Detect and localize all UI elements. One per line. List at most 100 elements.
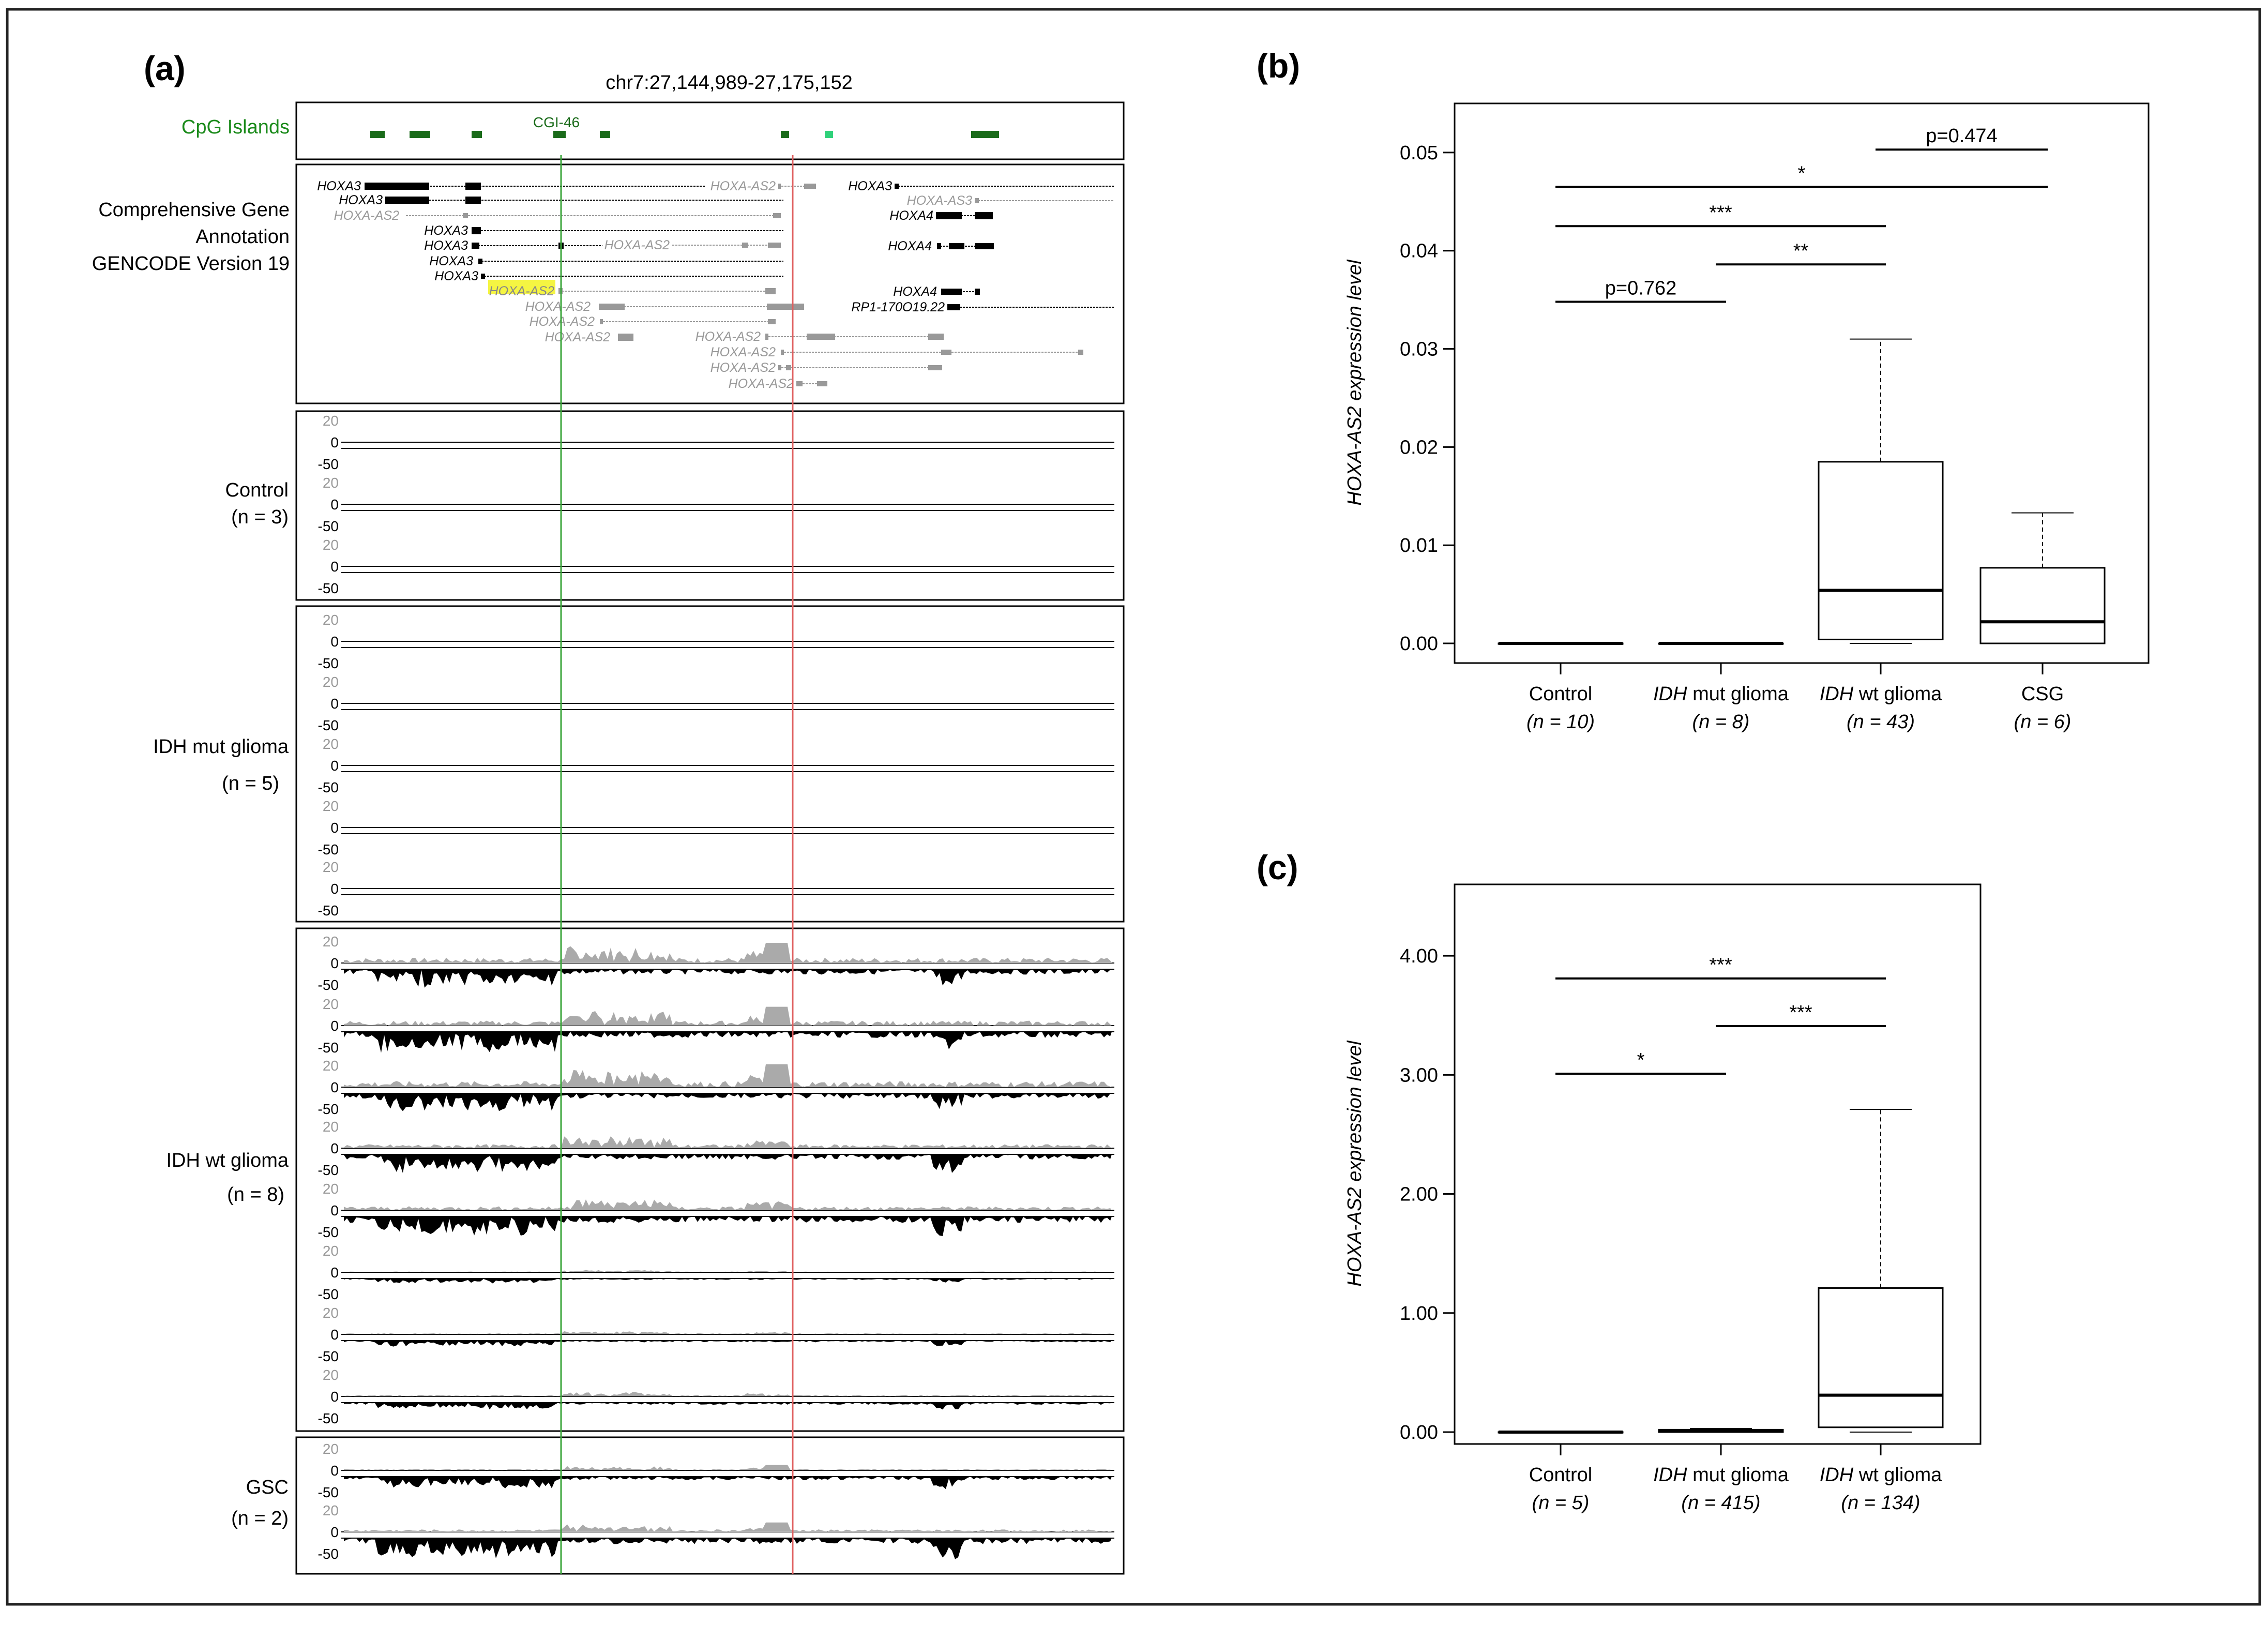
track-gsc-2-tick-bottom: -50 [318, 1546, 339, 1562]
panel-b-category-name-2: wt glioma [1853, 683, 1942, 705]
figure-border [6, 8, 2261, 1606]
idh-wt-group-frame [295, 927, 1125, 1432]
track-idh-wt-2-tick-zero: 0 [330, 1018, 339, 1034]
track-gsc-2-tick-zero: 0 [330, 1524, 339, 1540]
track-idh-wt-4-tick-bottom: -50 [318, 1162, 339, 1178]
gene-exon-12-2 [807, 334, 835, 340]
gene-exon-14-2 [786, 365, 791, 370]
gene-exon-22-1 [947, 304, 960, 310]
gene-exon-20-3 [975, 243, 994, 249]
track-idh-mut-4-tick-zero: 0 [330, 820, 339, 836]
track-control-1-tick-bottom: -50 [318, 456, 339, 472]
track-idh-mut-3-tick-bottom: -50 [318, 779, 339, 795]
panel-b-comparison-label-3: ** [1793, 240, 1809, 262]
panel-c-category-name-2: wt glioma [1853, 1464, 1942, 1486]
gene-exon-7-1 [481, 274, 485, 279]
panel-b-box-2 [1818, 461, 1944, 640]
track-idh-mut-1-tick-bottom: -50 [318, 655, 339, 671]
gene-label-hoxa4: HOXA4 [889, 208, 933, 223]
cgi-46-label: CGI-46 [533, 114, 580, 130]
panel-b-comparison-label-0: p=0.474 [1926, 125, 1997, 147]
panel-c-category-name-0: Control [1529, 1464, 1593, 1486]
track-gsc-1-tick-top: 20 [323, 1441, 339, 1457]
track-gsc-2-tick-top: 20 [323, 1502, 339, 1518]
gene-label-hoxa-as2: HOXA-AS2 [695, 329, 761, 344]
panel-b-category-italic-2: IDH [1820, 683, 1854, 705]
track-idh-wt-5-tick-zero: 0 [330, 1202, 339, 1218]
track-idh-mut-2-tick-bottom: -50 [318, 717, 339, 733]
control-group-name: Control [225, 479, 289, 501]
track-control-2-tick-zero: 0 [330, 496, 339, 513]
idh-mut-group-frame [295, 605, 1125, 923]
gene-exon-1-2 [465, 183, 481, 190]
track-control-3-tick-bottom: -50 [318, 580, 339, 596]
panel-c-comparison-label-0: *** [1709, 954, 1732, 976]
track-idh-mut-3-tick-zero: 0 [330, 758, 339, 774]
cpg-island-2 [410, 131, 430, 138]
gene-exon-13-3 [1078, 350, 1083, 355]
track-idh-wt-1-plus-signal [344, 943, 1112, 963]
track-control-3-tick-top: 20 [323, 537, 339, 553]
gene-label-hoxa3: HOXA3 [339, 193, 383, 207]
panel-b-plot-frame [1454, 102, 2150, 664]
track-idh-wt-7-minus-signal [344, 1341, 1112, 1347]
panel-b-ylabel: HOXA-AS2 expression level [1344, 259, 1366, 506]
gene-exon-20-1 [937, 243, 941, 249]
gene-exon-5-1 [472, 243, 479, 249]
gene-exon-3-1 [463, 213, 468, 218]
track-gsc-1-tick-zero: 0 [330, 1463, 339, 1479]
panel-b-comparison-label-2: *** [1709, 202, 1732, 223]
gene-exon-1-1 [365, 183, 429, 190]
panel-b-comparison-label-4: p=0.762 [1605, 277, 1676, 299]
gene-label-hoxa-as2: HOXA-AS2 [545, 330, 611, 344]
panel-b-ytick-label-1: 0.01 [1400, 535, 1438, 556]
track-idh-wt-3-tick-zero: 0 [330, 1079, 339, 1095]
panel-b-category-n-0: (n = 10) [1526, 711, 1595, 733]
panel-c-ytick-label-3: 3.00 [1400, 1064, 1438, 1086]
track-idh-mut-2-tick-top: 20 [323, 674, 339, 690]
track-idh-wt-5-plus-signal [344, 1199, 1112, 1210]
gene-exon-19-2 [975, 212, 993, 219]
track-idh-wt-4-tick-zero: 0 [330, 1140, 339, 1156]
track-idh-wt-2-minus-signal [344, 1032, 1112, 1053]
panel-b-ytick-label-3: 0.03 [1400, 339, 1438, 360]
gene-label-hoxa-as2: HOXA-AS2 [489, 284, 555, 298]
panel-b-label: (b) [1257, 47, 1300, 85]
gene-label-hoxa-as2: HOXA-AS2 [530, 314, 595, 329]
panel-c-box-2 [1818, 1287, 1944, 1428]
track-idh-wt-5-tick-top: 20 [323, 1181, 339, 1197]
gene-label-hoxa-as2: HOXA-AS2 [525, 299, 591, 314]
panel-b-ylabel-gene: HOXA-AS2 expression level [1344, 259, 1366, 506]
gene-exon-16-1 [778, 184, 781, 189]
track-idh-wt-2-tick-top: 20 [323, 996, 339, 1012]
gene-exon-12-3 [928, 334, 944, 340]
panel-b-category-label-0: Control [1529, 683, 1593, 705]
panel-b-category-n-2: (n = 43) [1847, 711, 1915, 733]
cpg-track-frame [295, 101, 1125, 160]
panel-b-category-label-3: CSG [2021, 683, 2064, 705]
panel-c-ytick-label-1: 1.00 [1400, 1303, 1438, 1325]
track-idh-wt-7-tick-bottom: -50 [318, 1348, 339, 1364]
track-idh-mut-4-tick-top: 20 [323, 798, 339, 814]
panel-b-box-3 [1979, 567, 2106, 644]
track-idh-wt-6-minus-signal [344, 1278, 1112, 1284]
panel-c-ytick-label-0: 0.00 [1400, 1422, 1438, 1443]
panel-c-label: (c) [1257, 848, 1298, 886]
gene-exon-18-1 [975, 198, 979, 203]
gene-label-hoxa-as2: HOXA-AS2 [334, 208, 400, 223]
track-idh-mut-5-tick-bottom: -50 [318, 902, 339, 919]
control-group-n: (n = 3) [231, 506, 289, 528]
gene-exon-13-1 [781, 350, 784, 355]
gene-exon-9-2 [767, 304, 804, 310]
cpg-island-6 [781, 131, 789, 138]
cpg-island-3 [472, 131, 482, 138]
track-gsc-1-minus-signal [344, 1477, 1112, 1489]
gene-exon-21-2 [975, 289, 980, 295]
panel-b: (b) HOXA-AS2 expression level 0.000.010.… [1257, 47, 2150, 733]
panel-c-ylabel-gene: HOXA-AS2 expression level [1344, 1040, 1366, 1287]
cpg-island-8 [971, 131, 999, 138]
panel-c-comparison-label-1: *** [1789, 1002, 1812, 1024]
panel-b-ytick-label-5: 0.05 [1400, 142, 1438, 164]
gene-exon-4-1 [472, 227, 481, 234]
gene-label-hoxa3: HOXA3 [429, 254, 473, 268]
